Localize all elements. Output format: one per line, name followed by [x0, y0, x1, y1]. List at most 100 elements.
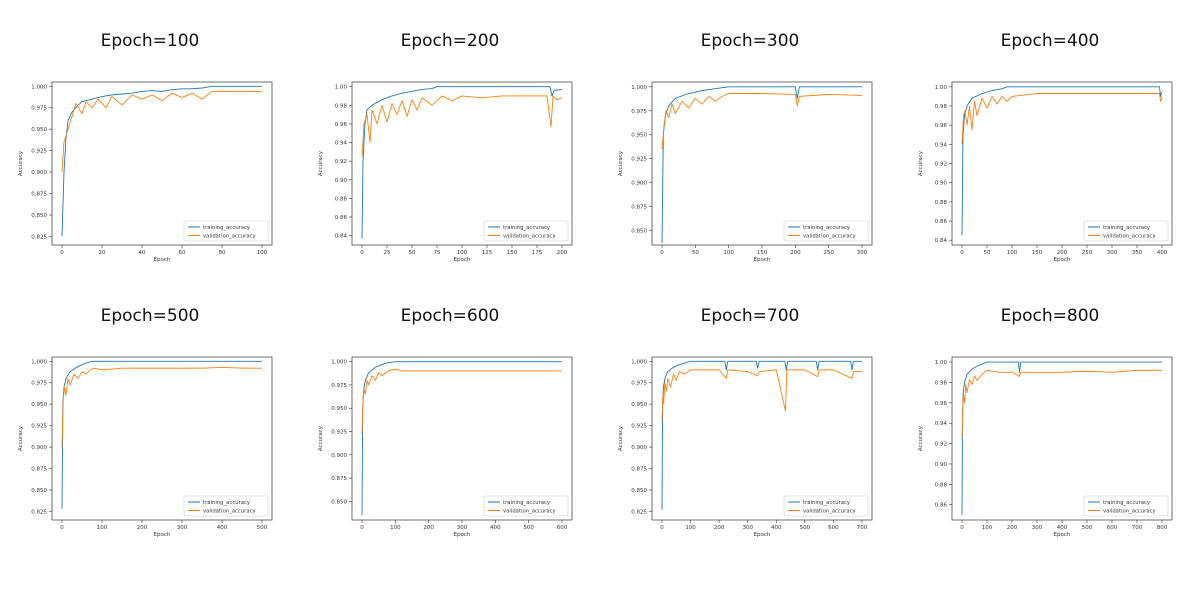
chart-panel: Epoch=300 0 50 100 150 200 250 300 0.850 0.875 0.9… — [600, 0, 900, 275]
chart-plot: 0 100 200 300 400 500 0.825 0.850 0.875 0.900 0.92… — [18, 356, 273, 538]
x-tick-label: 100 — [723, 250, 734, 256]
y-tick-label: 0.90 — [335, 178, 348, 184]
chart-legend: training_accuracy validation_accuracy — [183, 220, 269, 242]
chart-plot: 0 100 200 300 400 500 600 700 800 0.86 0.88 0.90 0.9… — [918, 356, 1173, 538]
y-axis-label: Accuracy — [18, 425, 24, 451]
y-tick-label: 0.950 — [31, 402, 47, 408]
x-axis-label: Epoch — [754, 257, 771, 263]
y-tick-label: 0.850 — [31, 213, 47, 219]
y-tick-label: 0.875 — [331, 476, 347, 482]
legend-label: training_accuracy — [1103, 500, 1150, 506]
legend-label: training_accuracy — [203, 225, 250, 231]
x-tick-label: 0 — [960, 250, 964, 256]
x-tick-label: 200 — [557, 250, 568, 256]
chart-title: Epoch=200 — [400, 31, 500, 51]
x-tick-label: 175 — [532, 250, 543, 256]
y-tick-label: 0.825 — [631, 509, 647, 515]
chart-panel: Epoch=100 0 20 40 60 80 100 0.825 0.850 0.875 0.90… — [0, 0, 300, 275]
y-tick-label: 0.950 — [331, 406, 347, 412]
chart-legend: training_accuracy validation_accuracy — [483, 495, 569, 517]
axes-frame — [651, 356, 873, 521]
x-axis-label: Epoch — [154, 532, 171, 538]
y-tick-label: 0.975 — [331, 383, 347, 389]
x-tick-label: 350 — [1132, 250, 1143, 256]
y-axis-label: Accuracy — [18, 150, 24, 176]
chart-legend: training_accuracy validation_accuracy — [783, 495, 869, 517]
x-tick-label: 50 — [984, 250, 991, 256]
x-tick-label: 700 — [1132, 525, 1143, 531]
chart-title: Epoch=800 — [1000, 306, 1100, 326]
series-line-training-accuracy — [361, 361, 562, 516]
y-tick-label: 1.00 — [335, 85, 348, 91]
x-tick-label: 500 — [800, 525, 811, 531]
series-line-validation-accuracy — [361, 368, 562, 435]
x-tick-label: 300 — [177, 525, 188, 531]
y-tick-label: 0.950 — [31, 127, 47, 133]
y-tick-label: 0.875 — [631, 205, 647, 211]
x-tick-label: 0 — [360, 250, 364, 256]
x-tick-label: 0 — [360, 525, 364, 531]
y-tick-label: 0.84 — [935, 238, 948, 244]
y-tick-label: 1.000 — [331, 360, 347, 366]
axes-frame — [51, 81, 273, 246]
legend-box — [183, 495, 269, 517]
x-tick-label: 200 — [423, 525, 434, 531]
legend-box — [183, 220, 269, 242]
y-tick-label: 1.000 — [31, 84, 47, 90]
y-tick-label: 0.925 — [331, 430, 347, 436]
chart-legend: training_accuracy validation_accuracy — [1083, 495, 1169, 517]
y-tick-label: 0.94 — [935, 142, 948, 148]
y-tick-label: 0.88 — [935, 482, 948, 488]
y-tick-label: 1.00 — [935, 85, 948, 91]
chart-title: Epoch=700 — [700, 306, 800, 326]
x-tick-label: 200 — [790, 250, 801, 256]
y-tick-label: 0.96 — [935, 401, 948, 407]
chart-panel: Epoch=400 0 50 100 150 200 250 300 350 400 0.84 0.8… — [900, 0, 1200, 275]
y-tick-label: 0.98 — [935, 380, 948, 386]
axes-frame — [51, 356, 273, 521]
x-axis-label: Epoch — [1054, 257, 1071, 263]
y-tick-label: 0.84 — [335, 234, 348, 240]
x-tick-label: 100 — [982, 525, 993, 531]
x-tick-label: 300 — [1032, 525, 1043, 531]
x-tick-label: 0 — [960, 525, 964, 531]
series-line-training-accuracy — [661, 360, 862, 510]
x-tick-label: 200 — [1057, 250, 1068, 256]
y-tick-label: 0.825 — [31, 234, 47, 240]
y-tick-label: 0.850 — [31, 488, 47, 494]
x-tick-label: 250 — [823, 250, 834, 256]
x-tick-label: 0 — [660, 250, 664, 256]
x-tick-label: 300 — [742, 525, 753, 531]
x-tick-label: 150 — [757, 250, 768, 256]
y-tick-label: 0.875 — [31, 192, 47, 198]
legend-label: training_accuracy — [503, 500, 550, 506]
x-tick-label: 500 — [257, 525, 268, 531]
y-tick-label: 0.875 — [31, 467, 47, 473]
legend-label: validation_accuracy — [503, 509, 556, 515]
chart-panel: Epoch=800 0 100 200 300 400 500 600 700 800 0.86 0.… — [900, 275, 1200, 550]
chart-title: Epoch=600 — [400, 306, 500, 326]
x-tick-label: 75 — [434, 250, 441, 256]
x-tick-label: 25 — [384, 250, 391, 256]
x-tick-label: 500 — [523, 525, 534, 531]
chart-plot: 0 20 40 60 80 100 0.825 0.850 0.875 0.900 0.925 0.9… — [18, 81, 273, 263]
x-tick-label: 80 — [219, 250, 226, 256]
legend-label: validation_accuracy — [803, 509, 856, 515]
x-tick-label: 300 — [857, 250, 868, 256]
chart-panel: Epoch=600 0 100 200 300 400 500 600 0.850 0.875 0.… — [300, 275, 600, 550]
x-tick-label: 100 — [257, 250, 268, 256]
y-tick-label: 1.000 — [631, 85, 647, 91]
y-tick-label: 0.900 — [31, 445, 47, 451]
series-line-training-accuracy — [361, 86, 563, 239]
series-line-validation-accuracy — [361, 95, 563, 157]
x-tick-label: 0 — [60, 525, 64, 531]
series-line-validation-accuracy — [61, 366, 262, 448]
y-axis-label: Accuracy — [618, 425, 624, 451]
chart-legend: training_accuracy validation_accuracy — [483, 220, 569, 242]
legend-label: training_accuracy — [803, 500, 850, 506]
y-tick-label: 0.94 — [335, 141, 348, 147]
x-tick-label: 200 — [1007, 525, 1018, 531]
x-tick-label: 50 — [409, 250, 416, 256]
y-tick-label: 0.975 — [31, 381, 47, 387]
chart-legend: training_accuracy validation_accuracy — [1083, 220, 1169, 242]
